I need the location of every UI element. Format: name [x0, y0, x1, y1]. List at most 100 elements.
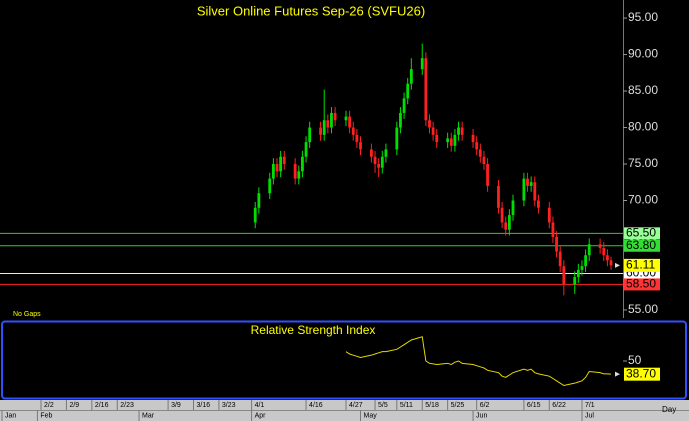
candle-body	[370, 149, 373, 157]
candle-body	[460, 127, 464, 135]
candle-body	[547, 207, 551, 223]
candle-body	[271, 164, 275, 179]
month-label: Jan	[5, 412, 16, 419]
y-tick-label: 75.00	[628, 156, 658, 170]
month-label: Jul	[585, 412, 594, 419]
level-label: 63.80	[626, 238, 656, 252]
last-price-arrow	[615, 262, 620, 268]
candle-body	[478, 149, 482, 157]
rsi-title: Relative Strength Index	[251, 323, 376, 337]
rsi-last-box	[624, 367, 660, 381]
candle-body	[555, 236, 558, 252]
y-tick-label: 95.00	[628, 10, 658, 24]
candle-body	[301, 156, 304, 172]
candle-body	[406, 83, 410, 99]
rsi-tick-label: 50	[628, 353, 642, 367]
candle-body	[373, 156, 377, 165]
candle-body	[457, 127, 460, 135]
candle-body	[453, 134, 457, 146]
note: No Gaps	[13, 311, 41, 318]
last-price-box	[624, 258, 660, 272]
candle-body	[522, 178, 526, 201]
month-label: Feb	[40, 412, 52, 419]
level-label-box	[624, 239, 660, 252]
candle-body	[511, 200, 515, 216]
y-tick-label: 85.00	[628, 83, 658, 97]
candle-body	[526, 178, 529, 186]
candle-body	[580, 266, 584, 270]
candle-body	[573, 277, 577, 285]
period-label: Day	[662, 405, 676, 414]
candle-body	[504, 222, 508, 230]
rsi-panel	[1, 320, 687, 400]
candle-body	[537, 200, 540, 208]
candle-body	[602, 247, 606, 256]
last-price-label: 61.11	[626, 258, 655, 272]
candle-body	[605, 255, 609, 261]
candle-body	[279, 156, 283, 172]
candle-body	[507, 215, 511, 230]
x-tick-label: 4/16	[309, 402, 323, 409]
candle-body	[584, 255, 588, 267]
level-label: 58.50	[626, 277, 656, 291]
x-tick-label: 3/16	[197, 402, 211, 409]
candle-body	[576, 269, 580, 278]
candle-body	[428, 120, 431, 128]
candle-body	[402, 98, 406, 113]
candle-body	[558, 251, 562, 267]
x-tick-label: 3/23	[222, 402, 236, 409]
candle-body	[282, 156, 286, 165]
x-tick-label: 6/15	[527, 402, 541, 409]
y-tick-label: 55.00	[628, 302, 658, 316]
rsi-last-label: 38.70	[626, 366, 656, 380]
candle-body	[275, 164, 279, 172]
candle-body	[446, 138, 450, 143]
candle-body	[431, 127, 435, 135]
candle-body	[351, 127, 355, 135]
candle-body	[497, 185, 500, 208]
candle-body	[257, 193, 261, 208]
candle-body	[297, 171, 301, 179]
candle-body	[420, 58, 424, 70]
candle-body	[326, 120, 330, 128]
x-tick-label: 2/2	[44, 402, 54, 409]
candle-body	[268, 178, 272, 194]
x-tick-label: 5/25	[451, 402, 465, 409]
chart-title: Silver Online Futures Sep-26 (SVFU26)	[197, 3, 425, 18]
month-label: May	[364, 412, 378, 419]
candle-body	[598, 244, 602, 248]
candle-body	[609, 260, 613, 266]
candle-body	[399, 112, 402, 128]
candle-body	[293, 164, 297, 179]
month-label: Apr	[255, 412, 267, 419]
x-tick-label: 2/23	[120, 402, 134, 409]
x-tick-label: 4/27	[349, 402, 363, 409]
candle-body	[330, 112, 333, 128]
candle-body	[322, 120, 326, 135]
candle-body	[449, 138, 453, 146]
candle-body	[380, 156, 384, 168]
x-tick-label: 7/1	[585, 402, 595, 409]
candle-body	[377, 164, 381, 168]
candle-body	[333, 112, 337, 121]
x-tick-label: 2/9	[69, 402, 79, 409]
candle-body	[551, 222, 555, 237]
candle-body	[500, 207, 504, 223]
candle-body	[319, 127, 322, 135]
rsi-line	[345, 336, 612, 387]
level-label-box	[624, 227, 660, 240]
candle-body	[355, 134, 359, 143]
candle-body	[359, 142, 362, 150]
candle-body	[344, 116, 348, 121]
candle-body	[348, 116, 352, 128]
x-tick-label: 2/16	[95, 402, 109, 409]
x-tick-label: 6/22	[552, 402, 566, 409]
x-tick-label: 5/5	[378, 402, 388, 409]
candle-body	[395, 127, 399, 150]
rsi-last-arrow	[615, 371, 620, 377]
month-label: Mar	[142, 412, 155, 419]
candle-body	[529, 182, 533, 186]
candle-body	[482, 156, 486, 165]
